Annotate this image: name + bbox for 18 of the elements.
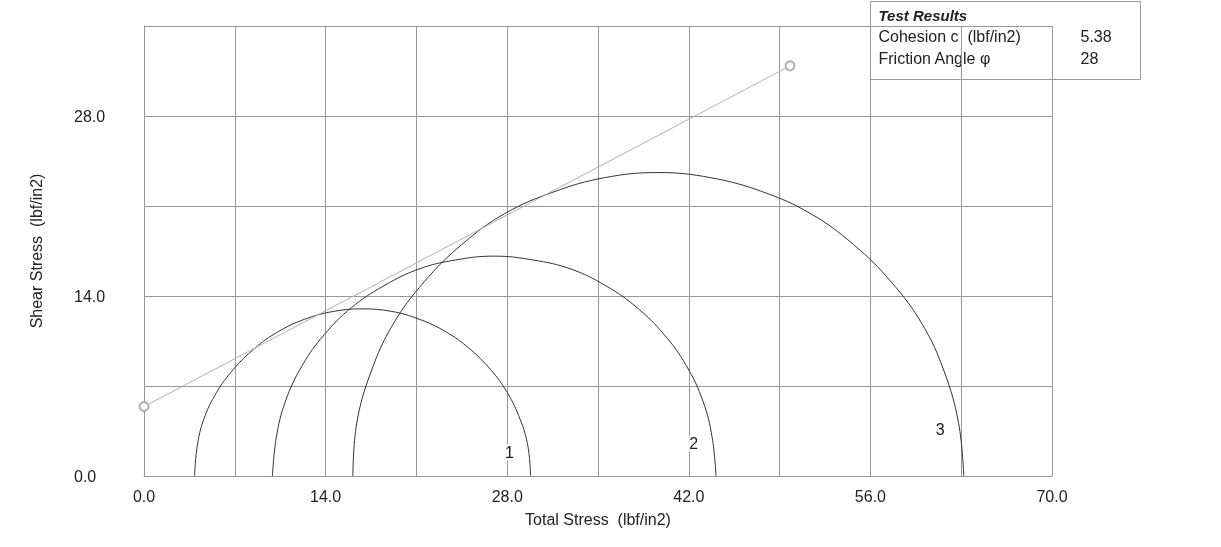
- y-tick-label: 28.0: [74, 107, 106, 125]
- text: 28: [1080, 50, 1099, 67]
- y-tick-label: 0.0: [74, 467, 97, 485]
- series-label: 2: [689, 434, 699, 452]
- x-tick-label: 56.0: [854, 487, 887, 505]
- annotation: Cohesion c (lbf/in2): [878, 28, 1021, 45]
- y-axis-title: Shear Stress (lbf/in2): [27, 173, 45, 329]
- y-tick-label: 14.0: [74, 287, 106, 305]
- x-tick-label: 14.0: [310, 487, 342, 505]
- x-axis-title: Total Stress (lbf/in2): [525, 510, 671, 528]
- text: Test Results: [878, 6, 968, 24]
- x-tick-label: 28.0: [491, 487, 523, 505]
- text: 5.38: [1080, 28, 1112, 45]
- x-tick-label: 42.0: [673, 487, 705, 505]
- series-label: 3: [935, 420, 945, 438]
- x-tick-label: 70.0: [1036, 487, 1068, 505]
- x-tick-label: 0.0: [132, 487, 156, 505]
- series-label: 1: [505, 443, 515, 461]
